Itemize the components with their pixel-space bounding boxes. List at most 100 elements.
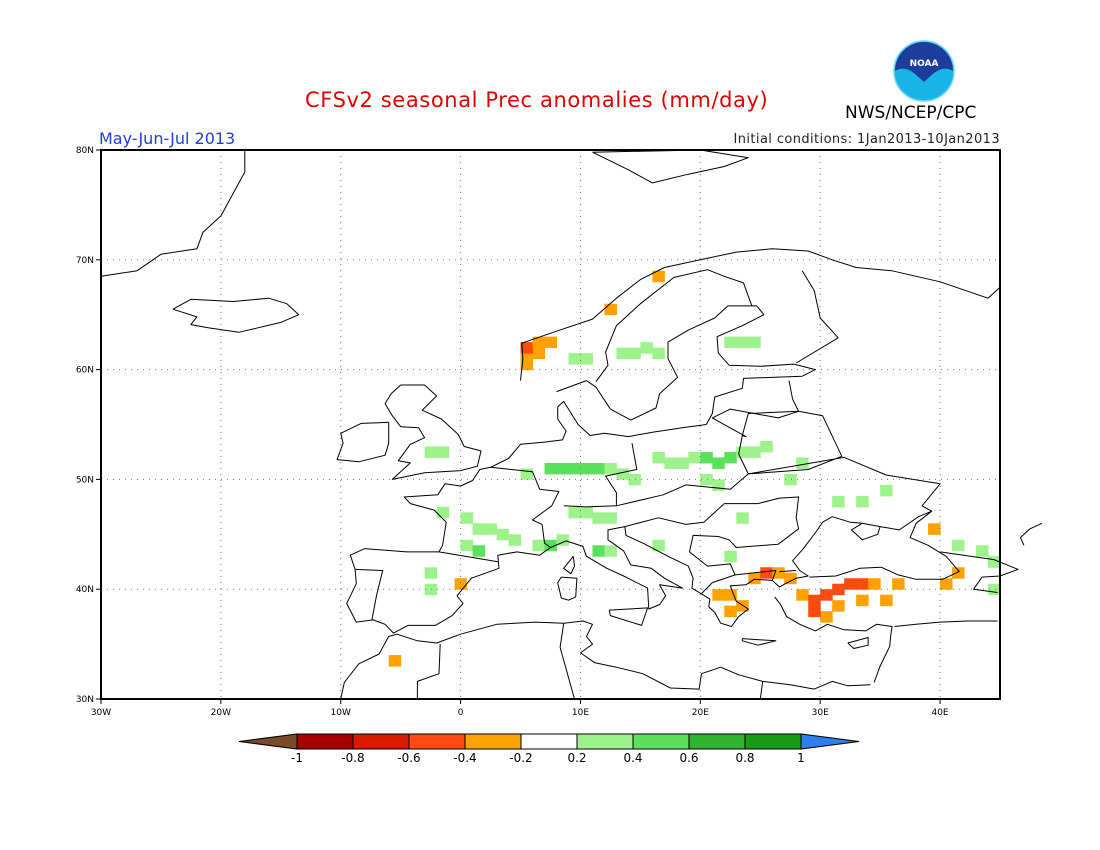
border-turkey-syria	[894, 620, 998, 627]
anomaly-cell	[796, 457, 809, 469]
lon-tick-label: 30E	[812, 708, 829, 718]
turkey-south-coastline	[774, 596, 893, 683]
border-bulgaria-greece	[735, 570, 777, 581]
anomaly-cell	[832, 583, 845, 596]
anomaly-cell	[952, 567, 965, 579]
anomaly-cell	[604, 545, 617, 557]
anomaly-cell	[472, 545, 486, 557]
anomaly-cell	[484, 523, 498, 535]
svalbard-coastline	[592, 149, 749, 184]
anomaly-cell	[892, 578, 905, 590]
anomaly-cell	[988, 583, 1001, 596]
anomaly-cell	[460, 512, 474, 524]
legend-label: 0.6	[679, 751, 698, 765]
anomaly-cell	[976, 545, 989, 557]
color-legend: -1 -0.8 -0.6 -0.4 -0.2 0.2 0.4 0.6 0.8 1	[238, 733, 860, 765]
border-eastern-europe	[741, 410, 941, 512]
anomaly-cell	[808, 605, 821, 618]
greenland-coastline	[100, 150, 246, 277]
legend-label: 0.8	[735, 751, 754, 765]
caspian-coastline	[1019, 522, 1043, 546]
anomaly-cell	[508, 534, 522, 546]
anomaly-cell	[700, 451, 713, 464]
map-frame	[100, 149, 1001, 700]
border-balkans	[624, 496, 800, 594]
anomaly-cell	[988, 556, 1001, 568]
anomaly-cell	[736, 446, 749, 458]
lat-tick-label: 80N	[76, 146, 94, 156]
anomaly-cell	[616, 347, 629, 360]
anomaly-cell	[832, 495, 845, 508]
ireland-coastline	[336, 421, 390, 463]
anomaly-cell	[544, 336, 557, 349]
anomaly-cell	[424, 583, 438, 596]
anomaly-cell	[748, 446, 761, 458]
anomaly-cell	[592, 462, 605, 475]
anomaly-cell	[724, 550, 737, 563]
legend-swatch	[296, 733, 354, 750]
border-norway-sweden	[595, 269, 753, 382]
anomaly-cell	[868, 578, 881, 590]
anomaly-cell	[628, 347, 641, 360]
anomaly-cell	[604, 462, 617, 475]
corsica-coastline	[563, 555, 575, 575]
graticule-grid	[101, 150, 1000, 699]
anomaly-cell	[952, 539, 965, 552]
anomaly-cell	[748, 572, 761, 585]
legend-swatch	[464, 733, 522, 750]
anomaly-cell	[712, 479, 725, 491]
anomaly-cell	[592, 545, 605, 557]
anomaly-cell	[496, 528, 510, 541]
legend-low-arrow	[238, 733, 298, 750]
longitude-tick-labels: 30W 20W 10W 0 10E 20E 30E 40E	[91, 699, 949, 718]
legend-high-arrow	[800, 733, 860, 750]
anomaly-cell	[784, 473, 797, 486]
anomaly-cell	[388, 655, 402, 667]
forecast-period: May-Jun-Jul 2013	[99, 129, 236, 148]
lon-tick-label: 30W	[91, 708, 111, 718]
anomaly-cell	[652, 270, 665, 283]
anomaly-cell	[544, 539, 557, 552]
legend-label: 1	[797, 751, 805, 765]
cyprus-coastline	[847, 637, 869, 649]
anomaly-cell	[556, 462, 569, 475]
border-spain-portugal	[355, 568, 384, 620]
anomaly-cell	[724, 451, 737, 464]
legend-label: -1	[291, 751, 303, 765]
iceland-coastline	[172, 297, 300, 333]
border-central	[563, 443, 638, 508]
anomaly-cell	[424, 446, 438, 458]
anomaly-cell	[580, 506, 593, 519]
anomaly-cell	[454, 578, 468, 590]
anomaly-cell	[760, 440, 773, 453]
anomaly-cell	[856, 495, 869, 508]
border-libya-egypt	[759, 681, 764, 700]
anomaly-cell	[652, 539, 665, 552]
anomaly-cell	[544, 462, 557, 475]
anomaly-cell	[712, 457, 725, 469]
latitude-tick-labels: 30N 40N 50N 60N 70N 80N	[76, 146, 101, 705]
anomaly-cell	[880, 594, 893, 607]
anomaly-cell	[424, 567, 438, 579]
legend-label: -0.6	[397, 751, 420, 765]
anomaly-cell	[772, 567, 785, 579]
anomaly-cell	[880, 484, 893, 497]
border-north-africa	[416, 644, 441, 699]
anomaly-cell	[532, 347, 546, 360]
anomaly-cell	[520, 358, 534, 371]
continental-coastline	[346, 400, 881, 634]
anomaly-cell	[940, 578, 953, 590]
lon-tick-label: 20W	[211, 708, 231, 718]
lon-tick-label: 40E	[931, 708, 948, 718]
anomaly-cell	[640, 342, 653, 354]
anomaly-cell	[928, 523, 941, 535]
lat-tick-label: 50N	[76, 475, 94, 485]
anomaly-cell	[760, 567, 773, 579]
legend-label: -0.8	[341, 751, 364, 765]
legend-label: 0.2	[567, 751, 586, 765]
anomaly-cell	[628, 473, 641, 486]
lat-tick-label: 60N	[76, 366, 94, 376]
logo-text: NOAA	[910, 59, 939, 69]
